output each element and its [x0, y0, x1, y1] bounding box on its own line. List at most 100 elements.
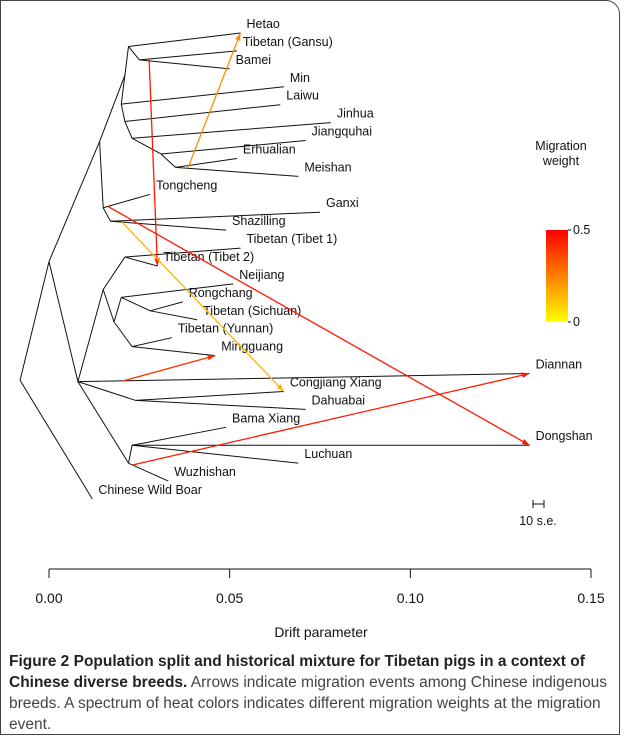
- branch: [120, 75, 126, 105]
- branch: [175, 157, 237, 168]
- leaf-label: Ganxi: [326, 196, 359, 210]
- arrow-head: [235, 33, 241, 41]
- branch: [113, 321, 133, 347]
- branch: [124, 121, 133, 139]
- legend-title: Migration weight: [535, 139, 587, 168]
- branch: [139, 50, 237, 61]
- caption-text: Arrows indicate migration events among C…: [9, 674, 607, 733]
- arrow-head: [276, 384, 284, 392]
- branch: [19, 380, 93, 500]
- colorbar-tick-label: 0: [573, 315, 580, 329]
- leaf-label: Tibetan (Sichuan): [203, 304, 301, 318]
- branch: [124, 104, 281, 122]
- caption: Figure 2 Population split and historical…: [9, 651, 609, 734]
- x-tick-label: 0.00: [35, 590, 62, 606]
- branch: [103, 193, 151, 209]
- arrow-head: [207, 354, 216, 361]
- leaf-label: Luchuan: [304, 447, 352, 461]
- branch: [128, 32, 241, 47]
- leaf-label: Tibetan (Gansu): [243, 35, 333, 49]
- arrow-head: [521, 439, 530, 446]
- leaf-label: Laiwu: [286, 89, 319, 103]
- branch: [77, 289, 104, 382]
- branch: [121, 296, 151, 312]
- branch: [121, 283, 234, 298]
- branch: [102, 289, 115, 323]
- branch: [132, 444, 299, 464]
- branch: [124, 46, 129, 76]
- leaf-label: Bama Xiang: [232, 411, 300, 425]
- migration-arrow: [187, 32, 242, 169]
- leaf-label: Min: [290, 71, 310, 85]
- branch: [128, 445, 133, 464]
- branch: [150, 310, 198, 321]
- migration-arrow: [107, 205, 530, 446]
- x-tick-label: 0.10: [397, 590, 424, 606]
- branch: [77, 381, 129, 464]
- chart: Drift parameter 10 s.e. 0.00 0.05 0.10 0.15…: [19, 17, 605, 640]
- leaf-label: Erhualian: [243, 142, 296, 156]
- branch: [160, 140, 306, 155]
- migration-arrow: [148, 58, 159, 267]
- branch: [102, 256, 126, 290]
- branch: [113, 297, 122, 323]
- branch: [48, 261, 79, 382]
- leaf-label: Diannan: [536, 358, 583, 372]
- branch: [99, 75, 126, 142]
- branch: [77, 373, 530, 383]
- branch: [99, 141, 104, 208]
- branch: [132, 122, 331, 139]
- branch: [124, 256, 158, 267]
- x-axis-label: Drift parameter: [274, 624, 368, 640]
- leaf-label: Tongcheng: [156, 178, 217, 192]
- branch: [135, 390, 284, 401]
- x-tick-label: 0.15: [577, 590, 604, 606]
- branch: [132, 346, 216, 357]
- branch: [120, 104, 126, 122]
- colorbar-tick-label: 0.5: [573, 223, 590, 237]
- branch: [121, 86, 284, 105]
- scale-bar-label: 10 s.e.: [519, 514, 557, 528]
- leaf-label: Rongchang: [189, 286, 253, 300]
- branch: [48, 141, 101, 262]
- branch: [102, 207, 111, 222]
- branch: [110, 220, 227, 231]
- branch: [124, 247, 241, 258]
- leaf-label: Jiangquhai: [312, 125, 372, 139]
- leaf-label: Shazilling: [232, 214, 286, 228]
- leaf-label: Tibetan (Tibet 1): [247, 232, 338, 246]
- leaf-label: Congjiang Xiang: [290, 375, 382, 389]
- caption-title: Population split and historical mixture …: [9, 653, 585, 691]
- leaf-label: Chinese Wild Boar: [98, 483, 202, 497]
- leaf-label: Dahuabai: [312, 393, 366, 407]
- branch: [132, 426, 227, 446]
- leaf-label: Neijiang: [239, 268, 284, 282]
- leaf-label: Meishan: [304, 160, 351, 174]
- leaf-label: Mingguang: [221, 340, 283, 354]
- leaf-label: Tibetan (Tibet 2): [163, 250, 254, 264]
- x-tick-label: 0.05: [216, 590, 243, 606]
- migration-arrow: [122, 354, 216, 382]
- branch: [77, 381, 136, 401]
- branch: [135, 399, 306, 410]
- migration-arrow: [121, 221, 285, 392]
- branch: [175, 166, 299, 177]
- branch: [131, 337, 172, 348]
- leaf-label: Jinhua: [337, 107, 374, 121]
- leaf-label: Tibetan (Yunnan): [178, 322, 273, 336]
- branch: [131, 137, 162, 155]
- leaf-label: Hetao: [247, 17, 280, 31]
- leaf-label: Dongshan: [536, 429, 593, 443]
- branch: [19, 261, 50, 381]
- migration-arrow: [132, 372, 530, 466]
- leaf-label: Bamei: [236, 53, 271, 67]
- colorbar: [546, 230, 568, 322]
- branch: [160, 153, 176, 168]
- branch: [139, 59, 230, 70]
- branch: [150, 301, 183, 312]
- leaf-label: Wuzhishan: [174, 465, 236, 479]
- arrow-head: [521, 372, 530, 378]
- branch: [128, 462, 169, 482]
- caption-label: Figure 2: [9, 653, 70, 670]
